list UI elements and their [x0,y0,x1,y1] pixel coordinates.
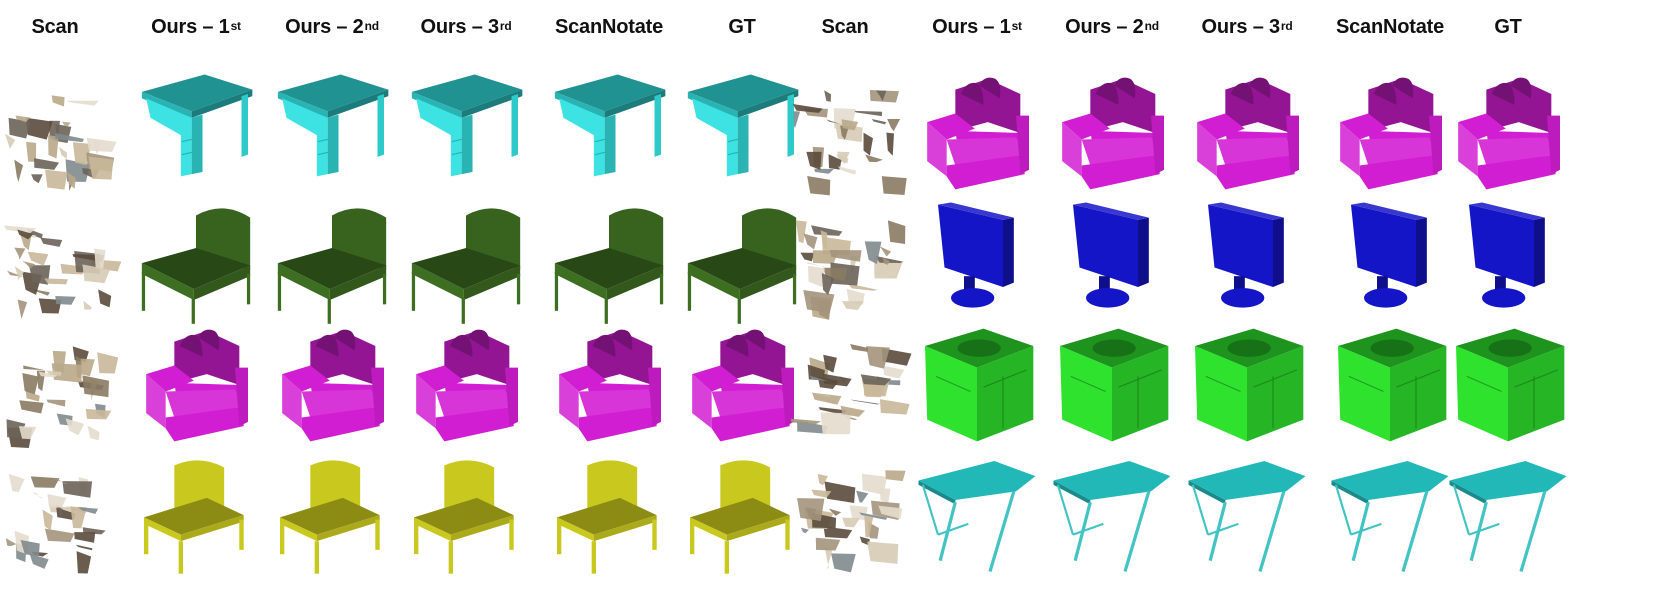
scan-pointcloud-image [776,320,914,450]
column-header-text: GT [728,16,756,38]
gt-desk-model [673,68,811,198]
column-header-text: Ours – 1 [151,16,230,38]
ordinal-suffix: st [1011,19,1022,33]
column-header-text: ScanNotate [554,16,664,38]
scan-pointcloud-image [0,448,124,578]
column-header: Ours – 3rd [420,16,511,42]
ordinal-suffix: nd [1144,19,1159,33]
column-header-text: Ours – 2 [285,16,364,38]
column-header: Scan [31,16,78,42]
scannotate-table-model [1321,448,1459,578]
column-header-text: GT [1494,16,1522,38]
ours-3rd-chair-model [397,448,535,578]
ours-2nd-armchair-model [263,320,401,450]
column-header: ScanNotate [555,16,663,42]
ours-2nd-table-model [1043,448,1181,578]
ordinal-suffix: rd [499,19,512,33]
column-header-text: ScanNotate [1335,16,1445,38]
ours-3rd-bed-model [397,196,535,326]
ours-3rd-cabinet-model [1178,320,1316,450]
ours-1st-armchair-model [908,68,1046,198]
gt-chair-model [673,448,811,578]
gt-table-model [1439,448,1577,578]
ours-3rd-armchair-model [397,320,535,450]
column-header-text: Scan [821,16,869,38]
scan-pointcloud-image [0,196,124,326]
column-header: Ours – 1st [151,16,241,42]
ours-2nd-monitor-model [1043,196,1181,326]
column-header: GT [728,16,756,42]
column-header: GT [1494,16,1522,42]
column-header: ScanNotate [1336,16,1444,42]
ours-2nd-armchair-model [1043,68,1181,198]
ours-3rd-monitor-model [1178,196,1316,326]
ordinal-suffix: nd [364,19,379,33]
column-header-text: Scan [31,16,79,38]
scan-pointcloud-image [776,448,914,578]
gt-armchair-model [1439,68,1577,198]
gt-cabinet-model [1439,320,1577,450]
ours-1st-monitor-model [908,196,1046,326]
scannotate-monitor-model [1321,196,1459,326]
scannotate-bed-model [540,196,678,326]
gt-armchair-model [673,320,811,450]
scan-pointcloud-image [0,68,124,198]
ours-1st-desk-model [127,68,265,198]
ours-1st-chair-model [127,448,265,578]
column-header-text: Ours – 2 [1065,16,1144,38]
scannotate-cabinet-model [1321,320,1459,450]
column-header: Ours – 1st [932,16,1022,42]
ours-3rd-armchair-model [1178,68,1316,198]
column-header: Ours – 3rd [1201,16,1292,42]
ours-2nd-cabinet-model [1043,320,1181,450]
ours-1st-bed-model [127,196,265,326]
ours-2nd-bed-model [263,196,401,326]
column-header-text: Ours – 3 [420,16,499,38]
ordinal-suffix: rd [1280,19,1293,33]
column-header-text: Ours – 3 [1201,16,1280,38]
column-header: Ours – 2nd [285,16,379,42]
scannotate-armchair-model [1321,68,1459,198]
ours-3rd-table-model [1178,448,1316,578]
scan-pointcloud-image [776,68,914,198]
ours-2nd-chair-model [263,448,401,578]
ours-2nd-desk-model [263,68,401,198]
scannotate-desk-model [540,68,678,198]
scannotate-chair-model [540,448,678,578]
gt-monitor-model [1439,196,1577,326]
scannotate-armchair-model [540,320,678,450]
column-header-text: Ours – 1 [932,16,1011,38]
column-header: Ours – 2nd [1065,16,1159,42]
gt-bed-model [673,196,811,326]
scan-pointcloud-image [0,320,124,450]
ordinal-suffix: st [230,19,241,33]
ours-3rd-desk-model [397,68,535,198]
scan-pointcloud-image [776,196,914,326]
ours-1st-cabinet-model [908,320,1046,450]
ours-1st-table-model [908,448,1046,578]
column-header: Scan [821,16,868,42]
ours-1st-armchair-model [127,320,265,450]
